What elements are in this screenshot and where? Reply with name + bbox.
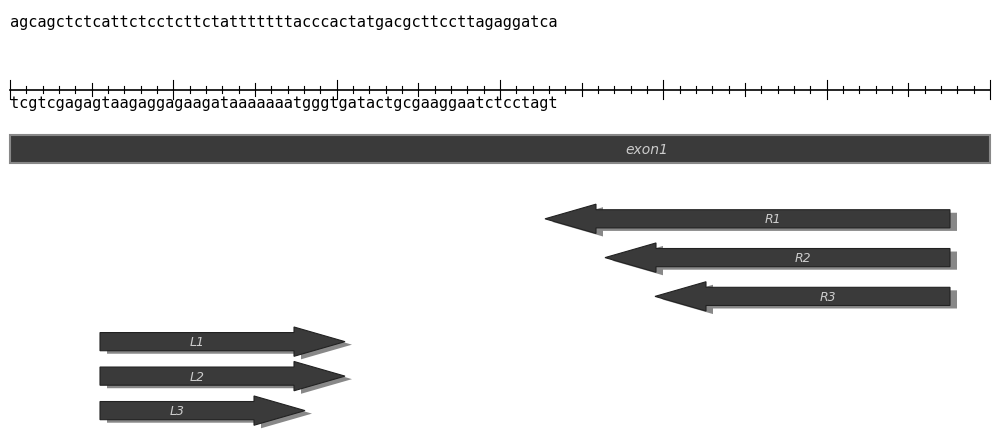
FancyArrow shape xyxy=(545,205,950,234)
Text: agcagctctcattctcctcttctatttttttacccactatgacgcttccttagaggatca: agcagctctcattctcctcttctatttttttacccactat… xyxy=(10,15,558,30)
Bar xyxy=(10,135,990,163)
Text: R3: R3 xyxy=(820,290,836,303)
FancyArrow shape xyxy=(655,282,950,311)
FancyArrow shape xyxy=(552,208,957,237)
FancyArrow shape xyxy=(612,246,957,276)
FancyArrow shape xyxy=(100,362,345,391)
Text: R1: R1 xyxy=(765,213,781,226)
Text: L3: L3 xyxy=(170,404,184,417)
FancyArrow shape xyxy=(107,365,352,394)
Text: L2: L2 xyxy=(189,370,204,383)
Text: R2: R2 xyxy=(795,252,811,264)
FancyArrow shape xyxy=(107,330,352,359)
FancyArrow shape xyxy=(107,399,312,428)
FancyArrow shape xyxy=(100,327,345,356)
FancyArrow shape xyxy=(605,243,950,273)
FancyArrow shape xyxy=(662,285,957,314)
Text: exon1: exon1 xyxy=(626,142,668,157)
FancyArrow shape xyxy=(100,396,305,425)
Text: L1: L1 xyxy=(189,335,204,348)
Text: tcgtcgagagtaagaggagaagataaaaaaatgggtgatactgcgaaggaatctcctagt: tcgtcgagagtaagaggagaagataaaaaaatgggtgata… xyxy=(10,95,558,111)
